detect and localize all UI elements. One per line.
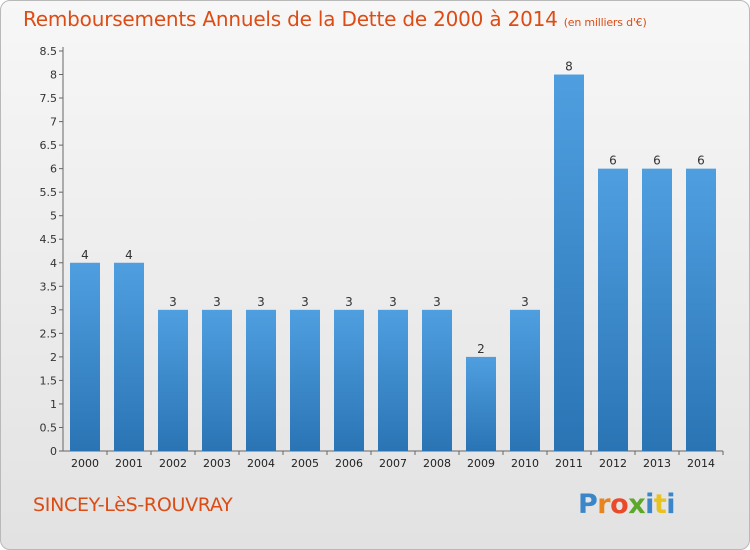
data-label-2014: 6	[697, 154, 705, 168]
commune-name: SINCEY-LèS-ROUVRAY	[33, 494, 233, 516]
x-tick-label-2001: 2001	[115, 457, 143, 470]
logo-letter: x	[628, 489, 646, 520]
y-tick-label: 6.5	[40, 139, 58, 152]
data-label-2006: 3	[345, 295, 353, 309]
data-label-2005: 3	[301, 295, 309, 309]
bar-2001	[114, 262, 144, 451]
bar-2002	[158, 309, 188, 451]
chart-bars: 4 4 3 3 3 3 3 3 3 2 3 8 6 6 6	[70, 60, 716, 451]
x-tick-label-2002: 2002	[159, 457, 187, 470]
proxiti-logo: Proxiti	[578, 489, 676, 520]
data-label-2007: 3	[389, 295, 397, 309]
logo-letter: o	[610, 489, 629, 520]
bar-2013	[642, 168, 672, 451]
x-tick-label-2005: 2005	[291, 457, 319, 470]
logo-letter: i	[666, 489, 676, 520]
y-tick-label: 6	[50, 163, 57, 176]
y-tick-label: 2	[50, 351, 57, 364]
x-tick-label-2013: 2013	[643, 457, 671, 470]
data-label-2011: 8	[565, 60, 573, 74]
bar-2006	[334, 309, 364, 451]
y-tick-label: 3	[50, 304, 57, 317]
data-label-2000: 4	[81, 248, 89, 262]
bar-2004	[246, 309, 276, 451]
x-tick-label-2006: 2006	[335, 457, 363, 470]
y-tick-label: 5.5	[40, 186, 58, 199]
y-tick-label: 7.5	[40, 92, 58, 105]
data-label-2004: 3	[257, 295, 265, 309]
y-tick-label: 8.5	[40, 45, 58, 58]
y-tick-label: 0	[50, 445, 57, 458]
bar-2012	[598, 168, 628, 451]
bar-2003	[202, 309, 232, 451]
y-tick-label: 7	[50, 116, 57, 129]
logo-letter: P	[578, 489, 598, 520]
x-tick-label-2008: 2008	[423, 457, 451, 470]
bar-2005	[290, 309, 320, 451]
bar-2014	[686, 168, 716, 451]
chart-unit-label: (en milliers d'€)	[563, 16, 647, 29]
chart-title-text: Remboursements Annuels de la Dette de 20…	[23, 7, 558, 31]
data-label-2001: 4	[125, 248, 133, 262]
data-label-2013: 6	[653, 154, 661, 168]
y-tick-label: 1	[50, 398, 57, 411]
x-tick-label-2014: 2014	[687, 457, 715, 470]
data-label-2008: 3	[433, 295, 441, 309]
x-tick-label-2009: 2009	[467, 457, 495, 470]
data-label-2012: 6	[609, 154, 617, 168]
logo-letter: t	[653, 489, 667, 520]
data-label-2003: 3	[213, 295, 221, 309]
bar-2011	[554, 74, 584, 451]
y-tick-label: 2.5	[40, 327, 58, 340]
x-tick-label-2007: 2007	[379, 457, 407, 470]
y-tick-label: 0.5	[40, 421, 58, 434]
x-tick-label-2010: 2010	[511, 457, 539, 470]
chart-title: Remboursements Annuels de la Dette de 20…	[23, 7, 647, 31]
y-tick-label: 8	[50, 69, 57, 82]
x-tick-label-2000: 2000	[71, 457, 99, 470]
data-label-2009: 2	[477, 342, 485, 356]
y-tick-label: 4.5	[40, 233, 58, 246]
x-tick-label-2011: 2011	[555, 457, 583, 470]
y-tick-label: 1.5	[40, 374, 58, 387]
data-label-2002: 3	[169, 295, 177, 309]
chart-axes: 0 0.5 1 1.5 2 2.5 3 3.5 4 4.5 5 5.5 6 6.5 7 7.5 8 8.5 2000…	[40, 45, 724, 470]
bar-2007	[378, 309, 408, 451]
x-tick-label-2012: 2012	[599, 457, 627, 470]
y-tick-label: 5	[50, 210, 57, 223]
bar-2009	[466, 356, 496, 451]
bar-2008	[422, 309, 452, 451]
x-tick-label-2003: 2003	[203, 457, 231, 470]
data-label-2010: 3	[521, 295, 529, 309]
y-tick-label: 3.5	[40, 280, 58, 293]
bar-2010	[510, 309, 540, 451]
y-tick-label: 4	[50, 257, 57, 270]
logo-letter: i	[645, 489, 654, 520]
x-tick-label-2004: 2004	[247, 457, 275, 470]
bar-2000	[70, 262, 100, 451]
logo-letter: r	[597, 489, 611, 520]
